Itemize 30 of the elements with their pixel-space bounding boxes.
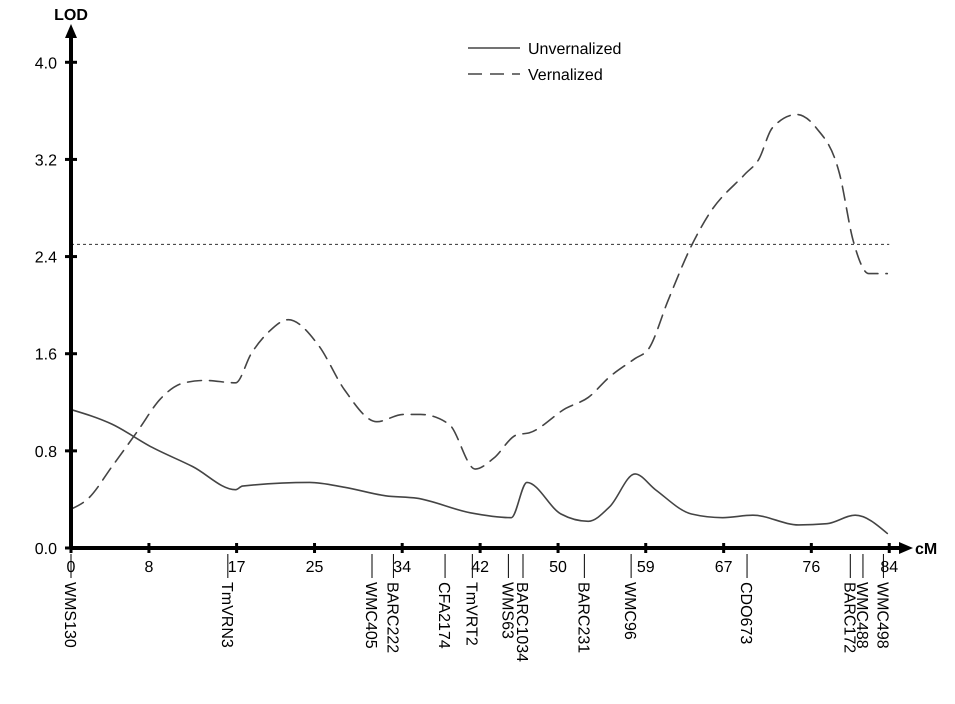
ref-line-label: WMS63: [498, 582, 516, 639]
ref-line-label: BARC1034: [512, 582, 530, 662]
y-tick-label: 3.2: [34, 152, 58, 170]
x-tick-label: 25: [306, 559, 324, 576]
x-axis-title: cM: [915, 541, 938, 558]
legend-label: Vernalized: [528, 67, 603, 84]
ref-line-label: BARC231: [574, 582, 592, 654]
y-tick-label: 0.0: [34, 541, 58, 558]
ref-line-label: TmVRT2: [462, 582, 480, 646]
x-tick-label: 8: [144, 559, 154, 576]
x-tick-label: 50: [549, 559, 568, 576]
y-tick-label: 0.8: [34, 444, 58, 461]
y-axis-title: LOD: [54, 7, 88, 24]
ref-line-label: BARC222: [383, 582, 400, 654]
x-tick-label: 59: [636, 559, 655, 576]
ref-line-label: WMC498: [873, 582, 890, 649]
y-tick-label: 4.0: [34, 55, 58, 72]
x-tick-label: 34: [393, 559, 412, 576]
x-tick-label: 67: [714, 559, 733, 576]
ref-line-label: WMC96: [621, 582, 638, 640]
ref-line-label: CFA2174: [435, 582, 452, 649]
x-tick-label: 76: [802, 559, 820, 576]
ref-line-label: TmVRN3: [218, 582, 235, 648]
ref-line-label: CDO673: [737, 582, 754, 644]
x-tick-label: 17: [228, 559, 246, 576]
y-tick-label: 2.4: [34, 250, 58, 267]
ref-line-label: WMS130: [61, 582, 78, 648]
ref-line-label: WMC405: [362, 582, 379, 649]
y-tick-label: 1.6: [34, 346, 58, 364]
legend-label: Unvernalized: [528, 41, 622, 58]
